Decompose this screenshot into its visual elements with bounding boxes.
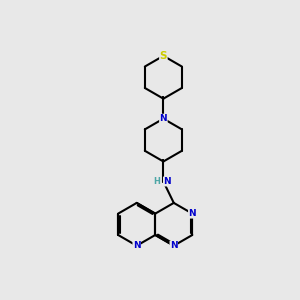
Text: N: N bbox=[170, 241, 178, 250]
Text: N: N bbox=[188, 209, 196, 218]
Text: H: H bbox=[153, 177, 160, 186]
Text: S: S bbox=[160, 51, 167, 61]
Text: N: N bbox=[160, 114, 167, 123]
Text: N: N bbox=[164, 177, 171, 186]
Text: N: N bbox=[133, 241, 140, 250]
